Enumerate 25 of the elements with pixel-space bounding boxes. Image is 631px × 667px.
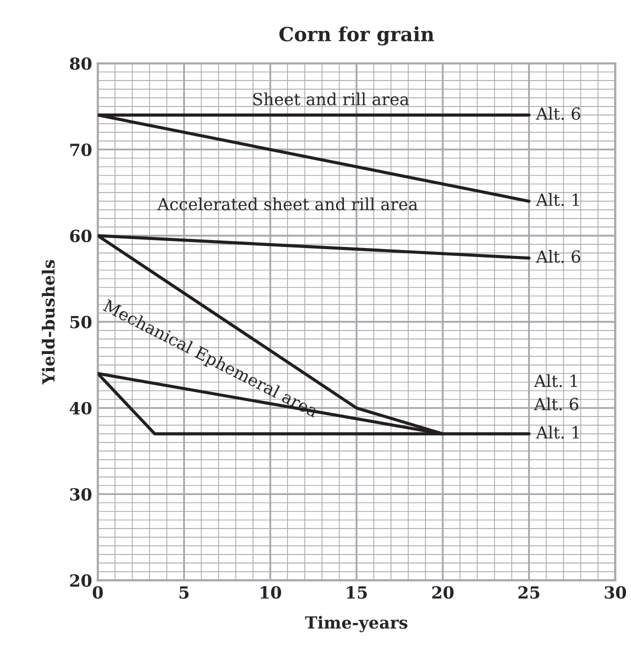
series-label: Alt. 1 <box>536 426 579 439</box>
x-tick-label: 15 <box>346 586 367 599</box>
annotation: Accelerated sheet and rill area <box>157 197 418 210</box>
y-tick-label: 40 <box>70 402 92 415</box>
series-label: Alt. 6 <box>536 250 580 263</box>
x-tick-label: 20 <box>432 586 454 599</box>
y-tick-label: 50 <box>70 316 92 328</box>
text: Alt. 6 <box>534 398 578 410</box>
chart-title: Corn for grain <box>279 26 434 46</box>
x-tick-label: 25 <box>518 586 540 599</box>
y-tick-label: 60 <box>70 230 92 242</box>
annotation: Sheet and rill area <box>253 92 409 106</box>
y-axis-title: Yield-bushels <box>42 260 55 384</box>
series-label: Alt. 6 <box>536 106 580 120</box>
x-tick-label: 0 <box>92 586 103 599</box>
y-tick-label: 30 <box>70 488 92 501</box>
x-tick-label: 5 <box>180 586 189 599</box>
y-tick-label: 80 <box>70 57 92 70</box>
x-tick-label: 30 <box>604 586 626 599</box>
x-axis-title: Time-years <box>305 616 408 632</box>
y-tick-label: 70 <box>70 143 92 156</box>
series-label: Alt. 1 <box>536 193 579 206</box>
text: Alt. 1 <box>534 374 577 388</box>
x-tick-label: 10 <box>260 586 282 599</box>
y-tick-label: 20 <box>70 574 92 587</box>
